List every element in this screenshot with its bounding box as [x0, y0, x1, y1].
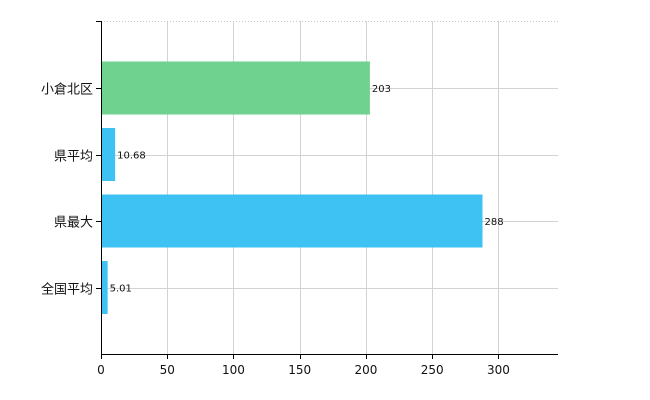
category-label: 小倉北区	[41, 83, 93, 98]
bar	[101, 194, 483, 248]
bar	[101, 61, 370, 115]
category-label: 県最大	[54, 216, 93, 231]
x-tick-label: 250	[421, 363, 444, 377]
x-tick-label: 150	[288, 363, 311, 377]
x-tick-label: 100	[222, 363, 245, 377]
category-label: 県平均	[54, 150, 93, 165]
x-tick-label: 50	[160, 363, 175, 377]
data-label: 5.01	[110, 284, 132, 295]
x-tick-label: 300	[487, 363, 510, 377]
x-tick-label: 200	[354, 363, 377, 377]
x-tick-label: 0	[97, 363, 105, 377]
bar	[101, 261, 108, 314]
bar	[101, 128, 116, 181]
data-label: 203	[372, 84, 391, 95]
data-label: 10.68	[117, 151, 146, 162]
category-label: 全国平均	[41, 282, 93, 298]
data-label: 288	[484, 217, 503, 228]
